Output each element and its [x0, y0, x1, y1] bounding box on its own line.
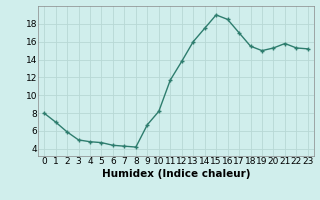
- X-axis label: Humidex (Indice chaleur): Humidex (Indice chaleur): [102, 169, 250, 179]
